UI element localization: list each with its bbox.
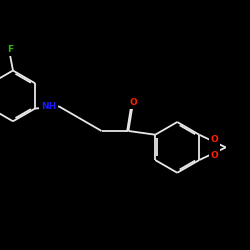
Text: O: O xyxy=(211,151,218,160)
Text: NH: NH xyxy=(41,102,56,111)
Text: F: F xyxy=(7,45,13,54)
Text: O: O xyxy=(211,135,218,144)
Text: O: O xyxy=(129,98,137,107)
